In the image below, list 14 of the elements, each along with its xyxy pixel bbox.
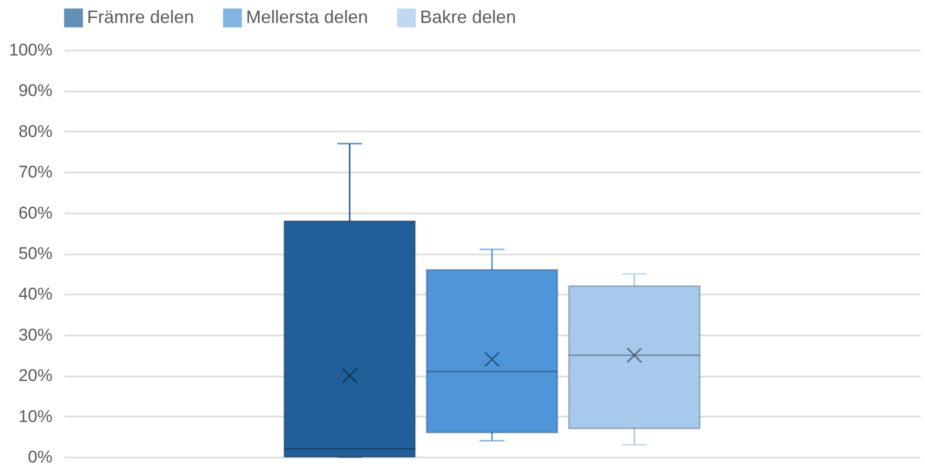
legend-label: Mellersta delen [246, 6, 368, 27]
y-tick-label: 80% [18, 122, 52, 141]
y-tick-label: 70% [18, 162, 52, 182]
legend-label: Bakre delen [420, 6, 516, 27]
y-tick-label: 50% [18, 244, 52, 263]
legend-label: Främre delen [87, 6, 194, 27]
y-tick-label: 0% [28, 448, 52, 466]
y-tick-label: 100% [9, 40, 52, 60]
y-tick-label: 10% [18, 406, 52, 426]
y-tick-label: 30% [18, 325, 52, 344]
y-tick-label: 60% [18, 203, 52, 222]
y-tick-label: 20% [18, 366, 52, 386]
y-tick-label: 90% [18, 81, 52, 100]
y-tick-label: 40% [18, 284, 52, 304]
